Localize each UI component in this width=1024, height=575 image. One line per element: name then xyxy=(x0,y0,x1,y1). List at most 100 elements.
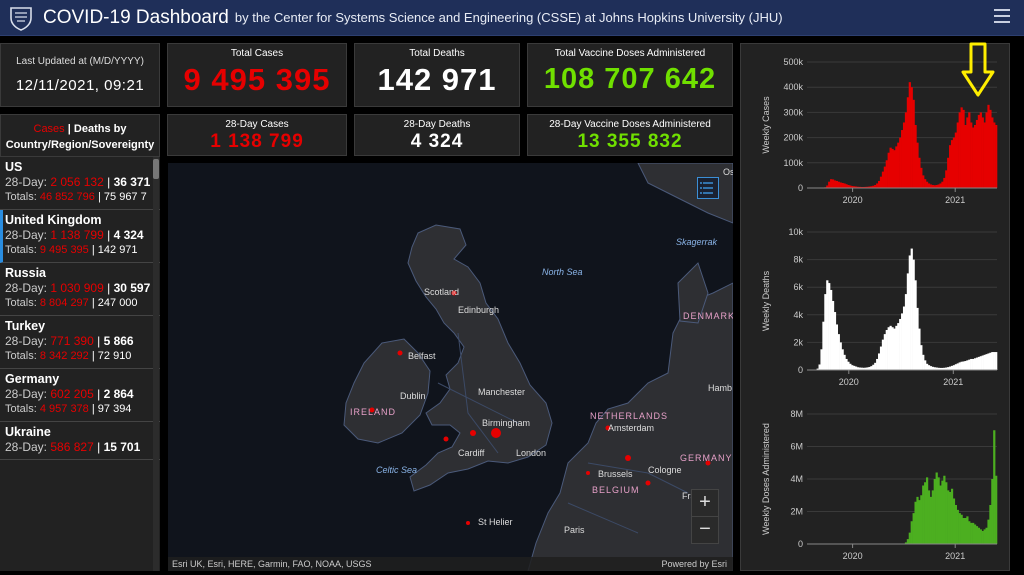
chart-bar xyxy=(909,255,911,370)
chart-bar xyxy=(953,499,955,545)
chart-bar xyxy=(909,533,911,544)
map-legend-button[interactable] xyxy=(697,177,719,199)
chart-bar xyxy=(993,352,995,370)
chart-bar xyxy=(945,170,947,188)
deaths-tab[interactable]: Deaths xyxy=(74,123,111,135)
value-separator: | xyxy=(94,334,104,348)
chart-bar xyxy=(918,500,920,544)
chart-bar xyxy=(953,138,955,188)
chart-bar xyxy=(886,160,888,188)
chart-bar xyxy=(909,82,911,188)
map-place-label: BELGIUM xyxy=(592,485,640,495)
chart-bar xyxy=(968,521,970,544)
chart-bar xyxy=(924,360,926,370)
chart-bar xyxy=(916,308,918,370)
day28-deaths-tile: 28-Day Deaths 4 324 xyxy=(354,114,520,156)
map-place-label: Hamb xyxy=(708,383,732,393)
chart-bar xyxy=(945,482,947,544)
chart-bar xyxy=(891,327,893,370)
chart-bar xyxy=(953,365,955,370)
scrollbar-thumb[interactable] xyxy=(153,159,159,179)
chart-bar xyxy=(974,125,976,188)
chart-bar xyxy=(911,249,913,370)
chart-bar xyxy=(849,364,851,370)
list-header-by: by xyxy=(111,123,127,135)
country-total-deaths: 97 394 xyxy=(98,403,132,415)
value-separator: | xyxy=(95,191,104,203)
chart-bar xyxy=(962,518,964,544)
chart-bar xyxy=(959,513,961,544)
chart-bar xyxy=(982,356,984,370)
day28-vaccine-label: 28-Day Vaccine Doses Administered xyxy=(528,119,732,130)
chart-bar xyxy=(974,358,976,370)
chart-bar xyxy=(961,107,963,188)
chart-bar xyxy=(911,87,913,188)
chart-bar xyxy=(976,526,978,544)
map-place-label: Cardiff xyxy=(458,448,484,458)
value-separator: | xyxy=(104,228,114,242)
chart-bar xyxy=(888,153,890,188)
chart-bar xyxy=(985,112,987,188)
value-separator: | xyxy=(94,440,104,454)
chart-bar xyxy=(970,122,972,188)
chart-bar xyxy=(955,133,957,188)
chart-bar xyxy=(941,481,943,544)
list-header-line2: Country/Region/Sovereignty xyxy=(6,139,155,151)
powered-by-esri-link[interactable]: Powered by Esri xyxy=(661,557,727,571)
total-vaccine-tile: Total Vaccine Doses Administered 108 707… xyxy=(527,43,733,107)
country-list-scrollbar[interactable] xyxy=(153,157,159,571)
chart-bar xyxy=(959,112,961,188)
total-deaths-tile: Total Deaths 142 971 xyxy=(354,43,520,107)
chart-bar xyxy=(845,184,847,188)
chart-bar xyxy=(978,357,980,370)
chart-bar xyxy=(991,479,993,544)
map-place-label: Belfast xyxy=(408,351,436,361)
chart-x-tick: 2020 xyxy=(843,195,863,205)
country-total-deaths: 72 910 xyxy=(98,350,132,362)
chart-bar xyxy=(980,529,982,544)
total-cases-label: Total Cases xyxy=(168,48,346,59)
hamburger-menu-icon[interactable] xyxy=(994,9,1010,23)
chart-bar xyxy=(907,539,909,544)
map-place-label: DENMARK xyxy=(683,311,733,321)
chart-y-tick: 8M xyxy=(790,409,803,419)
country-day28-deaths: 15 701 xyxy=(104,440,141,454)
value-separator: | xyxy=(89,350,98,362)
chart-bar xyxy=(845,359,847,370)
chart-bar xyxy=(878,181,880,188)
dashboard-title: COVID-19 Dashboard xyxy=(43,7,229,29)
chart-bar xyxy=(853,366,855,370)
chart-bar xyxy=(913,100,915,188)
country-total-deaths: 142 971 xyxy=(98,244,138,256)
chart-bar xyxy=(838,334,840,370)
chart-bar xyxy=(843,183,845,188)
chart-bar xyxy=(987,353,989,370)
chart-y-axis-label: Weekly Doses Administered xyxy=(761,423,771,535)
chart-bar xyxy=(932,490,934,544)
london-case-marker xyxy=(491,428,501,438)
chart-bar xyxy=(901,130,903,188)
tab-separator: | xyxy=(65,123,74,135)
chart-bar xyxy=(964,518,966,544)
country-name: Russia xyxy=(5,266,156,281)
day28-label: 28-Day: xyxy=(5,440,47,454)
zoom-out-button[interactable]: − xyxy=(692,517,718,543)
chart-bar xyxy=(922,355,924,370)
cases-tab[interactable]: Cases xyxy=(34,123,65,135)
chart-bar xyxy=(995,125,997,188)
chart-bar xyxy=(951,140,953,188)
zoom-in-button[interactable]: + xyxy=(692,490,718,517)
chart-bar xyxy=(870,366,872,370)
chart-y-tick: 2k xyxy=(793,337,803,347)
map-canvas[interactable] xyxy=(168,163,733,571)
country-list-header: Cases | Deaths by Country/Region/Soverei… xyxy=(0,114,160,157)
day28-label: 28-Day: xyxy=(5,228,47,242)
